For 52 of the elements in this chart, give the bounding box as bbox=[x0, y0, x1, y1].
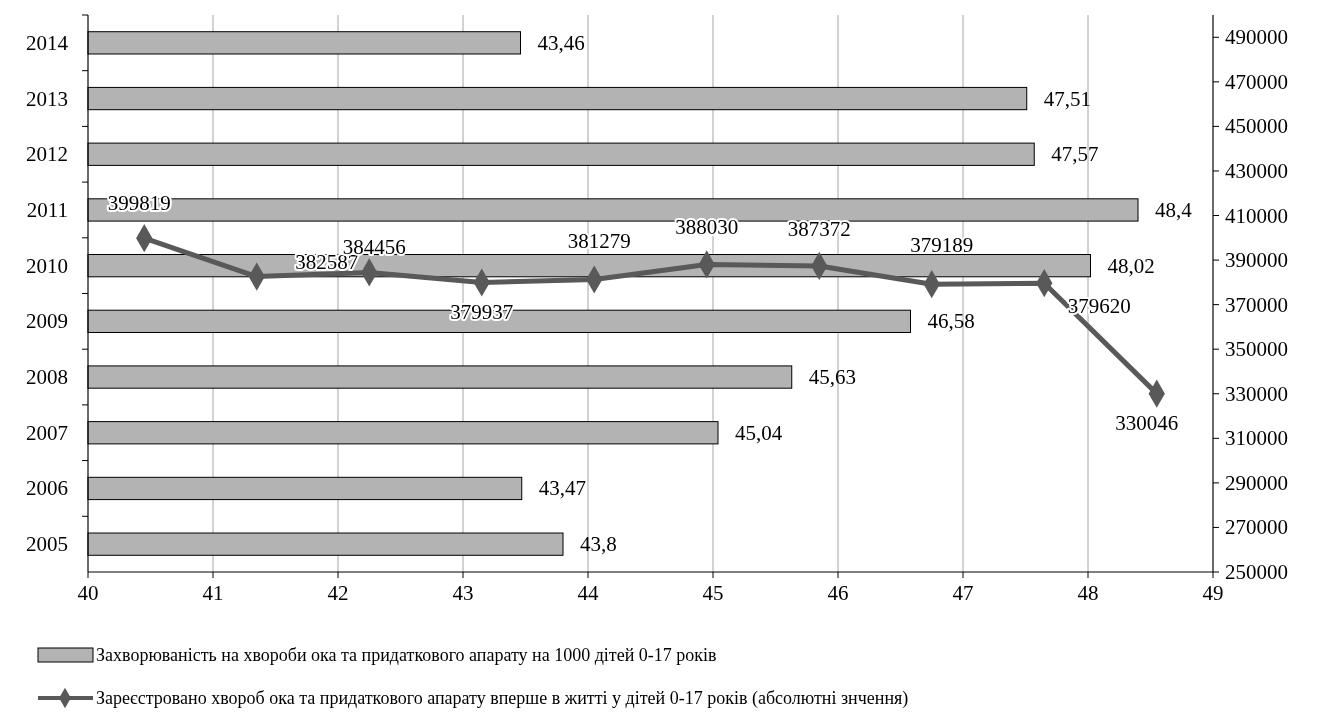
y-tick-label: 470000 bbox=[1225, 69, 1288, 94]
x-tick-label: 40 bbox=[77, 581, 99, 605]
data-label: 388030 bbox=[675, 215, 739, 240]
y-tick-label: 2012 bbox=[26, 142, 68, 167]
data-label: 330046 bbox=[1115, 410, 1179, 435]
data-label: 387372 bbox=[787, 216, 851, 241]
y-tick-label: 2011 bbox=[26, 197, 68, 222]
y-tick-label: 410000 bbox=[1225, 203, 1288, 228]
legend-label: Зареєстровано хвороб ока та придаткового апарату вперше в житті у дітей 0-17 років (абсолютні знчення) bbox=[96, 688, 909, 709]
y-tick-label: 490000 bbox=[1225, 25, 1288, 50]
x-tick-label: 42 bbox=[327, 581, 349, 605]
y-tick-label: 2005 bbox=[26, 532, 68, 557]
data-label: 46,58 bbox=[927, 309, 975, 334]
data-label: 43,47 bbox=[538, 476, 586, 501]
y-tick-label: 270000 bbox=[1225, 515, 1288, 540]
data-label: 45,04 bbox=[735, 420, 783, 445]
y-tick-label: 370000 bbox=[1225, 292, 1288, 317]
data-label: 399819 bbox=[107, 191, 171, 216]
y-tick-label: 450000 bbox=[1225, 114, 1288, 139]
x-tick-label: 41 bbox=[202, 581, 224, 605]
data-label: 48,02 bbox=[1107, 253, 1155, 278]
x-tick-label: 43 bbox=[452, 581, 474, 605]
data-label: 45,63 bbox=[808, 365, 856, 390]
y-tick-label: 290000 bbox=[1225, 470, 1288, 495]
y-tick-label: 250000 bbox=[1225, 560, 1288, 584]
x-tick-label: 47 bbox=[952, 581, 974, 605]
legend-label: Захворюваність на хвороби ока та придаткового апарату на 1000 дітей 0-17 років bbox=[96, 645, 717, 665]
y-tick-label: 2007 bbox=[26, 420, 68, 445]
data-label: 47,51 bbox=[1043, 86, 1091, 111]
y-tick-label: 2006 bbox=[26, 476, 68, 501]
y-tick-label: 2013 bbox=[26, 86, 68, 111]
y-tick-label: 430000 bbox=[1225, 158, 1288, 183]
y-tick-label: 390000 bbox=[1225, 248, 1288, 273]
data-label: 379189 bbox=[910, 233, 974, 258]
y-tick-label: 2009 bbox=[26, 309, 68, 334]
x-tick-label: 49 bbox=[1202, 581, 1224, 605]
data-label: 47,57 bbox=[1051, 142, 1099, 167]
data-label: 43,8 bbox=[580, 532, 617, 557]
x-tick-label: 45 bbox=[702, 581, 724, 605]
y-tick-label: 2014 bbox=[26, 30, 69, 55]
x-tick-label: 48 bbox=[1077, 581, 1099, 605]
data-label: 379620 bbox=[1067, 294, 1131, 319]
x-tick-label: 44 bbox=[577, 581, 599, 605]
x-tick-label: 46 bbox=[827, 581, 849, 605]
data-label: 43,46 bbox=[537, 30, 585, 55]
y-tick-label: 350000 bbox=[1225, 337, 1288, 362]
y-tick-label: 330000 bbox=[1225, 381, 1288, 406]
data-label: 381279 bbox=[567, 228, 631, 253]
y-tick-label: 310000 bbox=[1225, 426, 1288, 451]
y-tick-label: 2010 bbox=[26, 253, 68, 278]
y-tick-label: 2008 bbox=[26, 365, 68, 390]
data-label: 48,4 bbox=[1155, 197, 1193, 222]
